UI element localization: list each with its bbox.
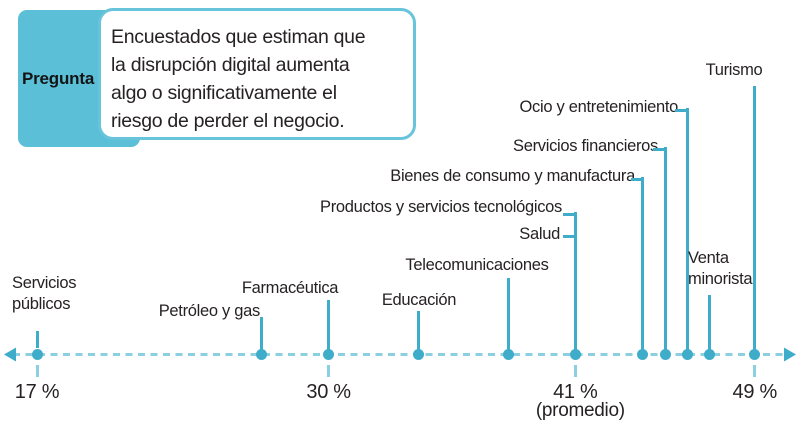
data-point-dot [412, 349, 424, 360]
connector-line [753, 86, 757, 355]
industry-label: Venta minorista [688, 249, 753, 288]
axis-tick-label: 30 % [306, 381, 351, 403]
data-point-dot [704, 349, 716, 360]
question-text-line: la disrupción digital aumenta [111, 54, 350, 76]
data-point-dot [502, 349, 514, 360]
axis-arrow-left-icon [4, 347, 16, 362]
connector-elbow [563, 213, 576, 216]
axis-tick [753, 365, 757, 377]
industry-label: Productos y servicios tecnológicos [320, 198, 562, 216]
industry-label: Telecomunicaciones [405, 256, 549, 274]
connector-stub [35, 331, 39, 348]
connector-line [416, 311, 420, 355]
connector-line [685, 108, 689, 355]
axis-tick [327, 365, 331, 377]
connector-elbow [653, 148, 666, 151]
data-point-dot [255, 349, 267, 360]
axis-tick-label: 41 % [553, 381, 598, 403]
data-point-dot [31, 349, 43, 360]
data-point-dot [637, 349, 649, 360]
industry-label: Salud [519, 225, 560, 243]
axis-arrow-right-icon [784, 347, 796, 362]
axis-tick-label: 49 % [732, 381, 778, 403]
question-text-line: algo o significativamente el [111, 82, 337, 104]
question-text-line: Encuestados que estiman que [111, 26, 366, 48]
axis-tick [573, 365, 577, 377]
data-point-dot [659, 349, 671, 360]
question-bubble: Encuestados que estiman que la disrupció… [98, 8, 416, 140]
connector-line [641, 177, 645, 355]
data-point-dot [681, 349, 693, 360]
connector-elbow [563, 235, 576, 238]
question-text-line: riesgo de perder el negocio. [111, 110, 345, 132]
connector-line [327, 300, 331, 355]
connector-line [259, 317, 263, 355]
data-point-dot [323, 349, 335, 360]
connector-line [663, 147, 667, 355]
connector-elbow [630, 178, 643, 181]
axis-tick-sublabel: (promedio) [535, 400, 625, 421]
connector-line [506, 278, 510, 355]
axis-tick [35, 365, 39, 377]
axis-tick-label: 17 % [14, 381, 60, 403]
industry-label: Turismo [705, 61, 763, 79]
industry-label: Farmacéutica [241, 279, 339, 297]
industry-label: Servicios públicos [12, 274, 77, 313]
industry-label: Petróleo y gas [158, 302, 261, 320]
data-point-dot [749, 349, 761, 360]
industry-label: Servicios financieros [512, 137, 658, 155]
data-point-dot [569, 349, 581, 360]
connector-line [573, 212, 577, 355]
connector-elbow [675, 109, 688, 112]
industry-label: Educación [381, 291, 457, 309]
industry-label: Ocio y entretenimiento [519, 98, 679, 116]
industry-label: Bienes de consumo y manufactura [390, 167, 635, 185]
connector-line [708, 295, 712, 355]
